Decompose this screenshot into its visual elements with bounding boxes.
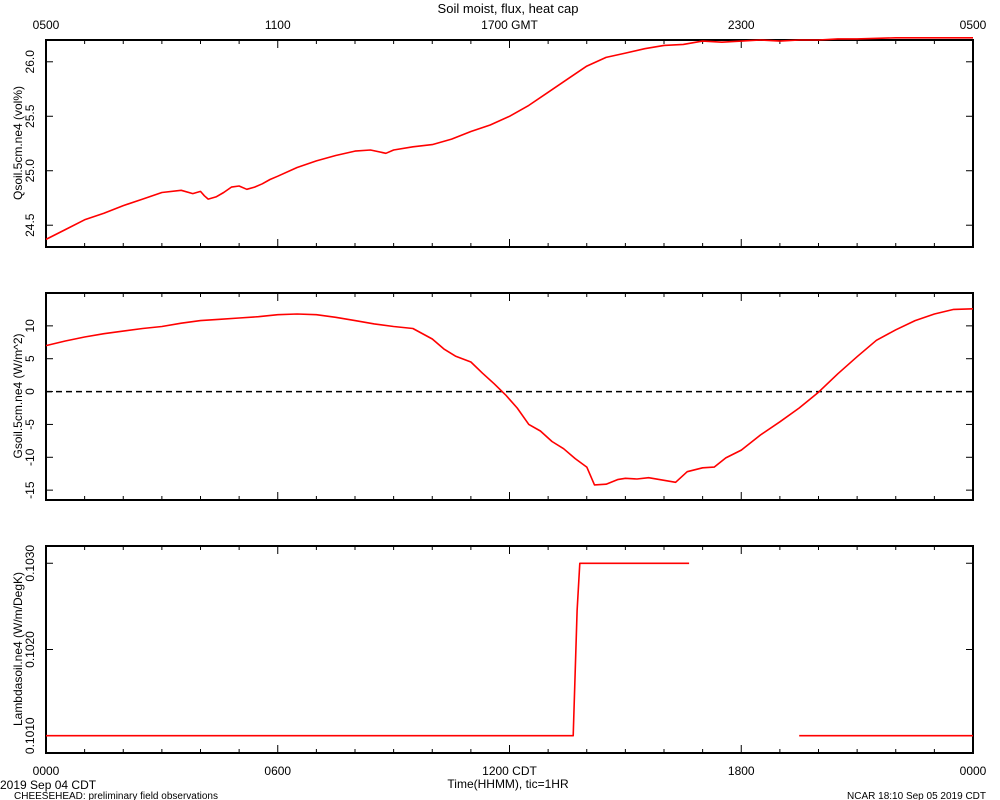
top-tick-label: 1700 GMT: [481, 18, 538, 32]
bottom-time-axis: 0000 0600 1200 CDT 1800 0000: [33, 764, 987, 778]
top-tick-label: 0500: [33, 18, 60, 32]
date-label: 2019 Sep 04 CDT: [0, 778, 97, 792]
chart-title: Soil moist, flux, heat cap: [438, 1, 579, 16]
soil-heat-flux-ylabel: Gsoil.5cm.ne4 (W/m^2): [11, 334, 25, 459]
bottom-tick-label: 1800: [728, 764, 755, 778]
soil-moisture-y-tick-label: 26.0: [23, 50, 37, 74]
credit-label: NCAR 18:10 Sep 05 2019 CDT: [847, 791, 986, 800]
soil-conductivity-y-tick-label: 0.1010: [23, 717, 37, 754]
soil-conductivity-series-line: [46, 562, 690, 737]
top-tick-label: 1100: [265, 18, 291, 32]
bottom-tick-label: 0600: [264, 764, 291, 778]
soil-moisture-ylabel: Qsoil.5cm.ne4 (vol%): [11, 86, 25, 200]
soil-heat-flux-series-line: [45, 308, 974, 486]
bottom-tick-label: 0000: [33, 764, 60, 778]
soil-moisture-y-tick-label: 25.0: [23, 159, 37, 183]
project-label: CHEESEHEAD: preliminary field observatio…: [14, 791, 218, 800]
soil-conductivity-panel: Lambdasoil.ne4 (W/m/DegK) 0.1010 0.1020 0.…: [11, 545, 974, 754]
soil-heat-flux-panel: Gsoil.5cm.ne4 (W/m^2) -15 -10 -5 0 5 10: [11, 292, 974, 501]
soil-heat-flux-y-tick-label: -10: [23, 448, 37, 466]
bottom-tick-label: 0000: [960, 764, 987, 778]
soil-heat-flux-frame: [45, 292, 974, 501]
soil-heat-flux-y-tick-label: 10: [23, 319, 37, 333]
soil-moisture-series-line: [45, 36, 973, 241]
top-time-axis: 0500 1100 1700 GMT 2300 0500: [33, 18, 987, 32]
soil-conductivity-y-tick-label: 0.1030: [23, 545, 37, 582]
soil-heat-flux-y-tick-label: -15: [23, 481, 37, 499]
soil-moisture-frame: [45, 39, 974, 248]
x-axis-label: Time(HHMM), tic=1HR: [447, 777, 569, 791]
top-tick-label: 0500: [960, 18, 987, 32]
soil-moisture-panel: Qsoil.5cm.ne4 (vol%) 24.5 25.0 25.5 26.0: [11, 36, 974, 248]
soil-conductivity-frame: [45, 545, 974, 754]
top-tick-label: 2300: [728, 18, 755, 32]
soil-heat-flux-y-tick-label: -5: [23, 419, 37, 430]
soil-moisture-y-tick-label: 24.5: [23, 213, 37, 237]
bottom-tick-label: 1200 CDT: [482, 764, 537, 778]
soil-conductivity-ylabel: Lambdasoil.ne4 (W/m/DegK): [11, 572, 25, 726]
soil-heat-flux-y-tick-label: 0: [23, 388, 37, 395]
soil-heat-flux-y-tick-label: 5: [23, 355, 37, 362]
soil-conductivity-y-tick-label: 0.1020: [23, 631, 37, 668]
soil-moisture-y-tick-label: 25.5: [23, 104, 37, 128]
